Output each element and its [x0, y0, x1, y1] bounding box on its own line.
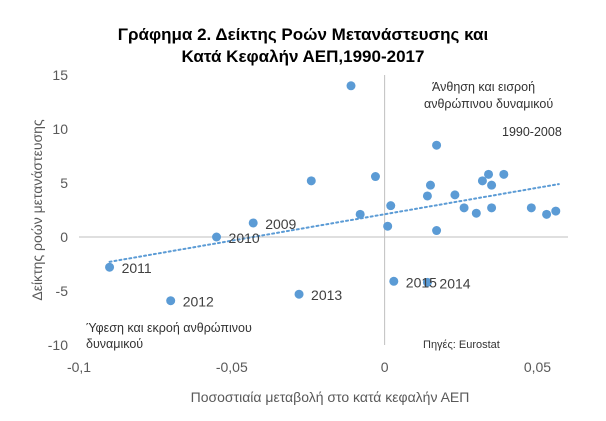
- data-point: [425, 180, 435, 190]
- data-points: [105, 81, 561, 306]
- data-point: [248, 218, 258, 228]
- data-point: [212, 232, 222, 242]
- point-label: 2012: [183, 294, 214, 310]
- y-tick-label: 10: [52, 121, 68, 137]
- data-point: [459, 203, 469, 213]
- y-tick-label: 15: [52, 67, 68, 83]
- data-point: [551, 206, 561, 216]
- annotation-growth-line-2: ανθρώπινου δυναμικού: [424, 97, 553, 111]
- y-axis-title: Δείκτης ροών μετανάστευσης: [29, 119, 45, 301]
- point-label: 2014: [439, 275, 470, 291]
- x-tick-label: -0,05: [216, 359, 248, 375]
- chart-title-line-2: Κατά Κεφαλήν ΑΕΠ,1990-2017: [182, 47, 425, 66]
- data-point: [346, 81, 356, 91]
- data-point: [294, 289, 304, 299]
- point-label: 2013: [311, 287, 342, 303]
- x-tick-label: -0,1: [67, 359, 91, 375]
- y-tick-label: -10: [48, 337, 68, 353]
- data-point: [355, 209, 365, 219]
- point-label: 2011: [122, 260, 152, 276]
- data-point: [487, 203, 497, 213]
- annotation-recession-line-1: Ύφεση και εκροή ανθρώπινου: [86, 321, 252, 335]
- annotation-growth-line-1: Άνθηση και εισροή: [432, 80, 535, 94]
- source-note: Πηγές: Eurostat: [423, 339, 500, 351]
- annotation-recession-line-2: δυναμικού: [86, 337, 143, 351]
- axes-layer: [79, 75, 568, 345]
- chart-title-line-1: Γράφημα 2. Δείκτης Ροών Μετανάστευσης κα…: [118, 25, 489, 44]
- data-point: [499, 169, 509, 179]
- point-label: 2010: [229, 230, 260, 246]
- data-point: [386, 201, 396, 211]
- point-label: 2009: [265, 216, 296, 232]
- data-point: [383, 221, 393, 231]
- x-tick-label: 0,05: [524, 359, 551, 375]
- trendline-layer: [108, 183, 560, 263]
- y-tick-label: -5: [56, 283, 69, 299]
- tick-labels: -0,1 -0,05 0 0,05 -10 -5 0 5 10 15: [48, 67, 552, 375]
- point-labels: 2011 2012 2010 2009 2013 2015 2014: [122, 216, 471, 310]
- data-point: [450, 190, 460, 200]
- data-point: [422, 191, 432, 201]
- annotation-period: 1990-2008: [502, 125, 562, 139]
- data-point: [389, 276, 399, 286]
- y-tick-label: 0: [60, 229, 68, 245]
- data-point: [432, 226, 442, 236]
- point-label: 2015: [406, 274, 437, 290]
- trendline: [108, 183, 560, 263]
- data-point: [542, 209, 552, 219]
- data-point: [526, 203, 536, 213]
- data-point: [105, 262, 115, 272]
- data-point: [422, 277, 432, 287]
- data-point: [477, 176, 487, 186]
- data-point: [370, 172, 380, 182]
- data-point: [166, 296, 176, 306]
- y-tick-label: 5: [60, 175, 68, 191]
- data-point: [487, 180, 497, 190]
- x-axis-title: Ποσοστιαία μεταβολή στο κατά κεφαλήν ΑΕΠ: [191, 389, 470, 405]
- data-point: [471, 208, 481, 218]
- x-tick-label: 0: [381, 359, 389, 375]
- data-point: [432, 140, 442, 150]
- data-point: [306, 176, 316, 186]
- data-point: [484, 169, 494, 179]
